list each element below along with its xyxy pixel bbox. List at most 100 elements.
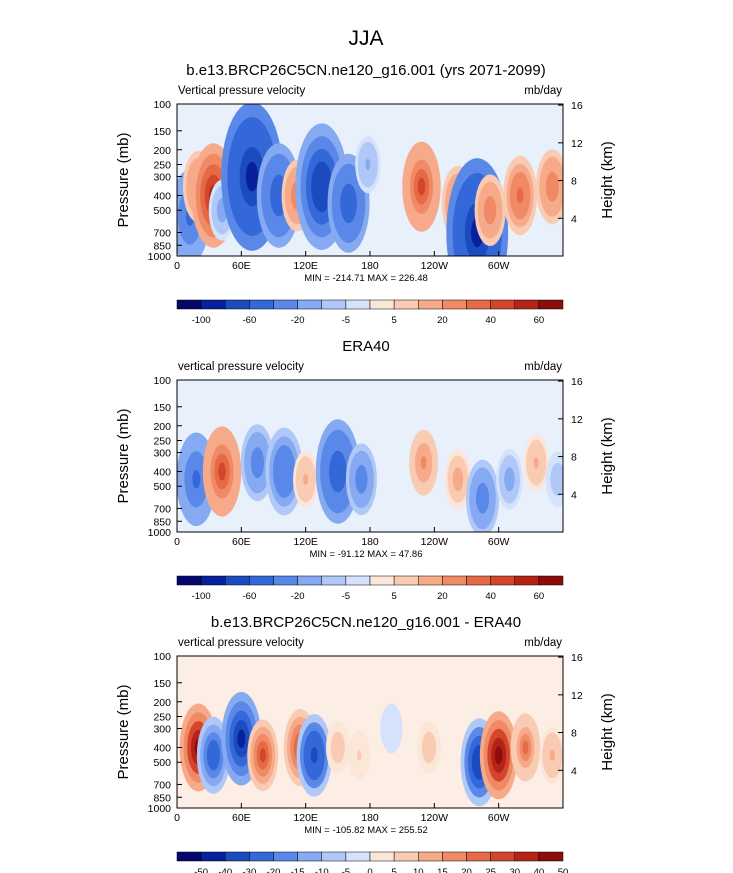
x-tick-label: 120W [421, 812, 449, 824]
colorbar-box [538, 575, 564, 586]
colorbar-label: 60 [534, 315, 545, 326]
x-tick-label: 180 [361, 812, 379, 824]
contour-field [177, 656, 563, 808]
contour-level-2-4 [254, 454, 261, 471]
y-tick-label: 300 [153, 172, 171, 184]
min-max-stats: MIN = -91.12 MAX = 47.86 [309, 549, 422, 560]
colorbar-box [490, 575, 515, 586]
contour-level-10-4 [417, 177, 426, 196]
x-tick-label: 0 [174, 812, 180, 824]
colorbar-box [442, 299, 467, 310]
y-tick-label: 200 [153, 145, 171, 157]
contour-level-5-4 [274, 185, 284, 206]
panel-1: b.e13.BRCP26C5CN.ne120_g16.001 (yrs 2071… [115, 62, 616, 326]
colorbar-label: 20 [461, 867, 472, 873]
colorbar-box [225, 575, 250, 586]
y-tick-label: 100 [153, 651, 171, 663]
contour-level-5-4 [310, 747, 318, 764]
panel-3: b.e13.BRCP26C5CN.ne120_g16.001 - ERA40 ve… [115, 614, 616, 873]
y-tick-label: 1000 [148, 803, 172, 815]
colorbar-label: -40 [218, 867, 232, 873]
colorbar-box [369, 299, 395, 310]
colorbar-box [200, 299, 226, 310]
colorbar-box [297, 851, 322, 862]
colorbar-label: 60 [534, 591, 545, 602]
y-tick-label: 400 [153, 467, 171, 479]
y-tick-label: 700 [153, 779, 171, 791]
contour-level-15-4 [549, 179, 556, 195]
colorbar-label: -15 [291, 867, 305, 873]
y-right-axis-label: Height (km) [599, 141, 616, 219]
y-tick-label: 850 [153, 792, 171, 804]
colorbar-label: -100 [192, 315, 211, 326]
contour-level-12-4 [522, 740, 529, 755]
contour-level-10-4 [506, 473, 513, 486]
colorbar-label: 25 [485, 867, 496, 873]
y-right-axis-label: Height (km) [599, 417, 616, 495]
colorbar-label: -5 [342, 867, 350, 873]
colorbar-box [514, 851, 540, 862]
y-tick-label: 700 [153, 227, 171, 239]
colorbar-box [393, 851, 419, 862]
contour-level-6-4 [358, 472, 365, 487]
contour-level-3-4 [259, 748, 266, 763]
contour-level-9-4 [479, 490, 486, 506]
colorbar-box [273, 575, 298, 586]
colorbar-box [200, 851, 226, 862]
colorbar-box [176, 299, 202, 310]
y-right-tick-label: 8 [571, 728, 577, 740]
contour-field [177, 104, 563, 256]
colorbar-label: -5 [342, 315, 350, 326]
y-tick-label: 150 [153, 126, 171, 138]
y-axis-label: Pressure (mb) [115, 408, 132, 503]
y-tick-label: 300 [153, 448, 171, 460]
x-tick-label: 120W [421, 260, 449, 272]
x-tick-label: 120E [293, 812, 318, 824]
x-tick-label: 180 [361, 536, 379, 548]
panel-title: ERA40 [342, 338, 390, 355]
colorbar-box [442, 851, 467, 862]
panel-units-label: mb/day [524, 637, 562, 649]
contour-field [177, 380, 563, 532]
colorbar-box [225, 299, 250, 310]
y-axis-label: Pressure (mb) [115, 684, 132, 779]
colorbar-label: -60 [243, 591, 257, 602]
x-tick-label: 0 [174, 260, 180, 272]
colorbar-box [369, 575, 395, 586]
colorbar-box [297, 299, 322, 310]
panel-units-label: mb/day [524, 85, 562, 97]
contour-level-4-4 [245, 161, 259, 192]
figure-title: JJA [348, 27, 383, 50]
contour-level-12-4 [555, 473, 561, 485]
contour-level-3-4 [219, 204, 225, 217]
contour-level-0-4 [192, 469, 201, 489]
y-tick-label: 100 [153, 99, 171, 111]
y-tick-label: 200 [153, 421, 171, 433]
contour-level-4-4 [303, 473, 309, 485]
colorbar-box [466, 299, 491, 310]
colorbar-box [321, 299, 347, 310]
colorbar-box [249, 575, 274, 586]
y-tick-label: 100 [153, 375, 171, 387]
colorbar-box [466, 851, 491, 862]
colorbar-label: 10 [413, 867, 424, 873]
colorbar-box [369, 851, 395, 862]
x-tick-label: 120E [293, 536, 318, 548]
colorbar-box [466, 575, 491, 586]
colorbar-box [514, 299, 540, 310]
panel-title: b.e13.BRCP26C5CN.ne120_g16.001 - ERA40 [211, 614, 521, 631]
colorbar-label: -20 [291, 591, 305, 602]
colorbar-box [393, 575, 419, 586]
colorbar-label: -5 [342, 591, 350, 602]
y-tick-label: 500 [153, 481, 171, 493]
y-tick-label: 250 [153, 159, 171, 171]
colorbar-box [345, 575, 371, 586]
colorbar-box [200, 575, 226, 586]
y-tick-label: 400 [153, 743, 171, 755]
y-right-tick-label: 8 [571, 452, 577, 464]
colorbar-box [490, 299, 515, 310]
x-tick-label: 60W [488, 260, 510, 272]
colorbar-label: -60 [243, 315, 257, 326]
contour-level-1-4 [218, 462, 226, 481]
x-tick-label: 120W [421, 536, 449, 548]
